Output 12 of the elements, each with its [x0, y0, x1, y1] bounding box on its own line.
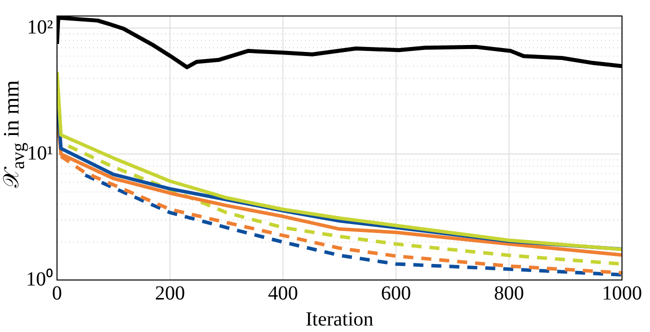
x-tick-label: 1000	[602, 282, 642, 304]
y-tick-label: 10¹	[27, 142, 53, 164]
y-tick-label: 10⁰	[26, 267, 53, 290]
x-tick-label: 0	[52, 282, 62, 304]
line-series	[66, 144, 622, 266]
x-axis-title: Iteration	[306, 308, 374, 330]
line-series	[84, 173, 622, 277]
x-tick-label: 200	[155, 282, 185, 304]
x-tick-label: 800	[494, 282, 524, 304]
y-tick-label: 10²	[27, 16, 53, 38]
x-tick-label: 400	[268, 282, 298, 304]
x-tick-label: 600	[381, 282, 411, 304]
